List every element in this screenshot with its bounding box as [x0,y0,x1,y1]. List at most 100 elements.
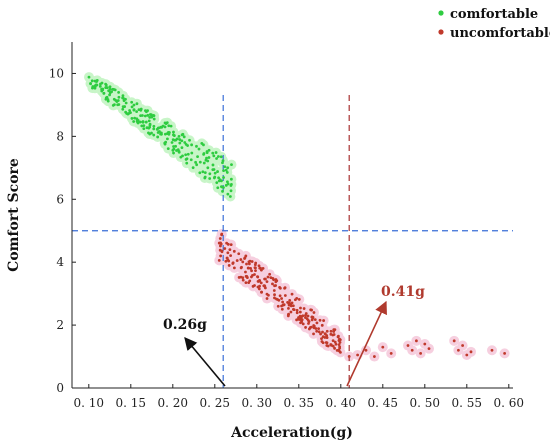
data-point [220,250,224,254]
data-point [423,342,427,346]
data-point [171,148,175,152]
data-point [205,150,209,153]
data-point [331,344,335,348]
data-point [251,284,255,288]
data-point [280,307,284,311]
data-point [144,120,148,124]
axes [71,42,513,389]
data-point [196,155,199,159]
data-point [213,171,217,175]
data-point [115,100,119,103]
legend-label-uncomfortable: uncomfortable [450,26,550,41]
data-point [295,311,299,315]
data-point [239,266,243,270]
data-point [319,332,322,336]
data-point [336,335,340,339]
data-point [230,163,233,167]
data-point [181,154,184,158]
data-point [104,86,108,90]
data-point [138,120,142,124]
data-point [132,108,136,112]
data-point [208,172,212,176]
data-point [339,350,342,354]
data-point [108,87,112,91]
data-point [244,270,247,274]
data-point [160,132,163,136]
data-point [147,119,151,123]
data-point [276,304,280,308]
data-point [148,122,152,126]
data-point [202,152,206,155]
data-point [223,247,227,250]
data-point [250,269,253,273]
data-point [219,254,223,258]
data-point [226,251,230,255]
data-point [217,176,220,180]
data-point [177,134,181,138]
data-point [201,170,205,174]
data-point [219,244,222,248]
data-point [224,259,228,263]
x-tick-label: 0. 10 [74,396,105,410]
data-point [301,314,305,318]
data-point [175,137,179,141]
data-point [139,114,143,118]
data-point [325,336,329,340]
data-point [318,318,322,322]
data-point [241,276,245,279]
data-point [278,286,282,290]
data-point [490,348,494,352]
data-point [322,319,326,322]
x-tick-label: 0. 15 [116,396,147,410]
data-point [337,343,341,347]
y-tick-label: 2 [56,318,64,332]
data-point [250,275,253,279]
data-point [182,135,186,139]
data-point [283,286,287,290]
data-point [333,328,337,332]
data-point [198,171,202,175]
data-point [452,339,456,343]
x-ticks: 0. 10 0. 15 0. 20 0. 25 0. 30 0. 35 0. 40 0. 45… [74,384,524,410]
data-point [275,297,278,301]
data-point [122,99,126,103]
data-point [373,355,376,358]
data-point [245,262,248,266]
data-point [272,289,276,292]
data-point [93,86,97,90]
data-point [229,189,233,193]
data-point [315,321,319,325]
data-point [315,329,319,333]
data-point [309,325,313,329]
data-point [427,347,431,351]
data-point [113,88,117,92]
data-point [329,329,333,333]
data-point [226,192,230,196]
data-point [326,344,330,348]
data-point [172,145,175,148]
data-point [244,281,248,285]
x-tick-label: 0. 55 [452,396,483,410]
data-point [166,130,170,134]
data-point [146,109,149,113]
y-tick-label: 10 [49,66,64,80]
data-point [216,170,219,173]
data-point [100,87,104,91]
data-point [228,195,232,198]
data-point [144,109,147,112]
data-point [223,165,227,169]
data-point [213,175,217,179]
data-point [293,298,297,302]
data-point [108,91,112,94]
data-point [461,344,464,347]
data-point [246,266,250,270]
data-point [111,104,115,107]
data-point [211,163,215,167]
data-point [202,161,206,165]
data-point [104,96,108,100]
data-point [152,114,156,118]
data-point [264,277,267,281]
data-point [258,266,262,270]
data-point [304,326,307,329]
data-point [280,297,283,300]
